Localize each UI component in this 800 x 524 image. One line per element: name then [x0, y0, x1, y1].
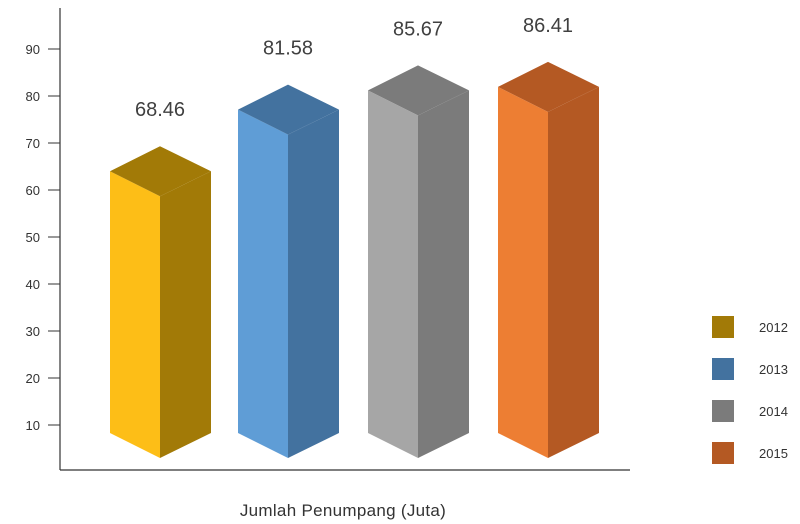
legend-label-2012: 2012	[759, 320, 788, 335]
data-label-2013: 81.58	[263, 38, 313, 60]
legend: 2012 2013 2014 2015	[712, 316, 788, 464]
data-labels: 68.46 81.58 85.67 86.41	[135, 15, 573, 121]
bar-side-face	[418, 90, 469, 458]
y-tick-label: 10	[26, 418, 40, 433]
bars	[110, 61, 599, 459]
legend-label-2013: 2013	[759, 362, 788, 377]
bar-2015	[498, 61, 599, 459]
data-label-2015: 86.41	[523, 15, 573, 37]
bar-side-face	[548, 86, 599, 459]
data-label-2012: 68.46	[135, 99, 185, 121]
bar-front-face	[238, 109, 288, 458]
x-axis-label: Jumlah Penumpang (Juta)	[240, 501, 446, 520]
bar-side-face	[160, 171, 211, 458]
legend-swatch-2015	[712, 442, 734, 464]
y-tick-label: 30	[26, 324, 40, 339]
bar-front-face	[368, 90, 418, 458]
bar-side-face	[288, 109, 339, 458]
data-label-2014: 85.67	[393, 18, 443, 40]
y-tick-label: 80	[26, 89, 40, 104]
bar-front-face	[110, 171, 160, 458]
bar-2013	[238, 84, 339, 458]
legend-label-2014: 2014	[759, 404, 788, 419]
bar-top-face	[498, 61, 599, 112]
y-ticks: 10 20 30 40 50 60 70 80 90	[26, 42, 60, 433]
y-tick-label: 90	[26, 42, 40, 57]
axes	[59, 8, 630, 471]
y-tick-label: 20	[26, 371, 40, 386]
legend-label-2015: 2015	[759, 446, 788, 461]
y-tick-label: 70	[26, 136, 40, 151]
y-tick-label: 50	[26, 230, 40, 245]
bar-2012	[110, 146, 211, 458]
y-tick-label: 60	[26, 183, 40, 198]
bar-top-face	[238, 84, 339, 135]
bar-front-face	[498, 86, 548, 459]
legend-swatch-2013	[712, 358, 734, 380]
legend-swatch-2014	[712, 400, 734, 422]
bar-top-face	[368, 65, 469, 116]
bar-2014	[368, 65, 469, 458]
bar-top-face	[110, 146, 211, 197]
y-tick-label: 40	[26, 277, 40, 292]
legend-swatch-2012	[712, 316, 734, 338]
